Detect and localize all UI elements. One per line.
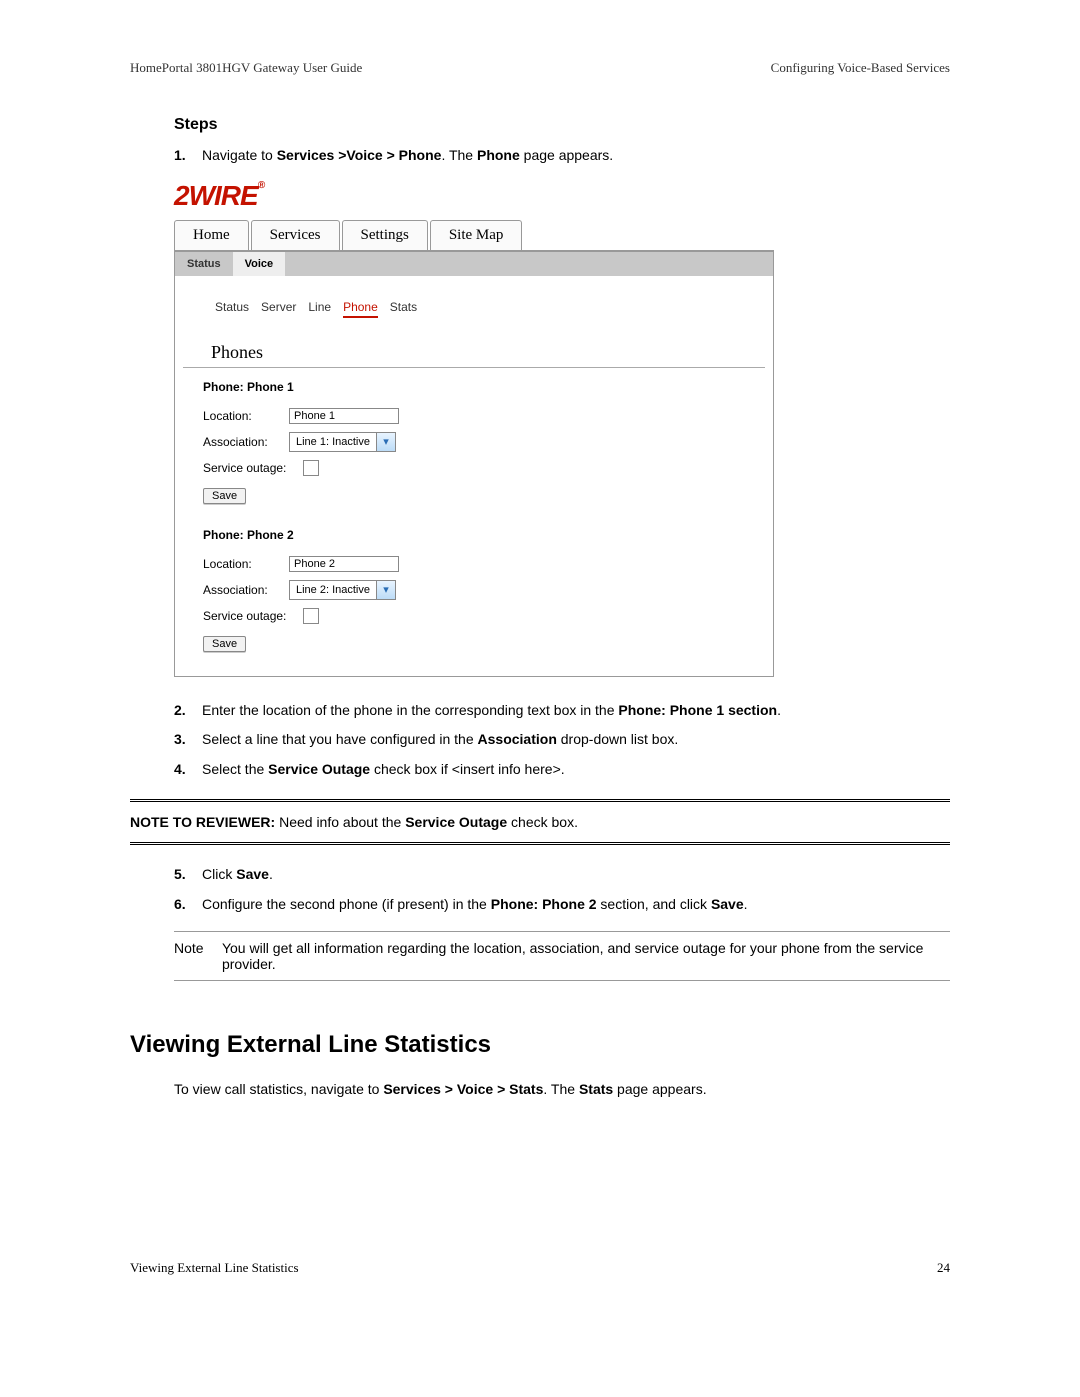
phone2-location-label: Location: [203,557,289,571]
step-text: Enter the location of the phone in the c… [202,701,781,721]
doc-title-right: Configuring Voice-Based Services [771,60,950,76]
tab-sitemap[interactable]: Site Map [430,220,523,250]
step-number: 4. [174,760,202,780]
doc-title-left: HomePortal 3801HGV Gateway User Guide [130,60,362,76]
phone1-location-input[interactable]: Phone 1 [289,408,399,424]
steps-heading: Steps [174,116,950,134]
phone2-assoc-label: Association: [203,583,289,597]
subtab-status[interactable]: Status [175,252,233,276]
tab-home[interactable]: Home [174,220,249,250]
body-paragraph: To view call statistics, navigate to Ser… [174,1079,950,1100]
phone2-save-button[interactable]: Save [203,636,246,652]
step-text: Configure the second phone (if present) … [202,895,748,915]
note-label: Note [174,940,222,972]
phone2-outage-label: Service outage: [203,609,303,623]
tab-services[interactable]: Services [251,220,340,250]
phone1-title: Phone: Phone 1 [203,380,745,394]
phone2-title: Phone: Phone 2 [203,528,745,542]
phone1-assoc-label: Association: [203,435,289,449]
section-heading: Viewing External Line Statistics [130,1031,950,1059]
subnav-status[interactable]: Status [215,300,249,318]
phone1-location-label: Location: [203,409,289,423]
embedded-screenshot: 2WIRE® Home Services Settings Site Map S… [174,180,774,677]
tab-settings[interactable]: Settings [342,220,428,250]
chevron-down-icon: ▾ [376,433,395,451]
phone2-outage-checkbox[interactable] [303,608,319,624]
step-number: 6. [174,895,202,915]
subtab-voice[interactable]: Voice [233,252,286,276]
phone2-assoc-select[interactable]: Line 2: Inactive ▾ [289,580,396,600]
step-number: 3. [174,730,202,750]
step-number: 5. [174,865,202,885]
subnav-line[interactable]: Line [308,300,331,318]
chevron-down-icon: ▾ [376,581,395,599]
step-number: 2. [174,701,202,721]
step-text: Select a line that you have configured i… [202,730,678,750]
phone1-outage-checkbox[interactable] [303,460,319,476]
phone2-location-input[interactable]: Phone 2 [289,556,399,572]
step-text: Select the Service Outage check box if <… [202,760,565,780]
step-text: Navigate to Services >Voice > Phone. The… [202,146,613,166]
subnav-stats[interactable]: Stats [390,300,417,318]
reviewer-note: NOTE TO REVIEWER: Need info about the Se… [130,812,950,832]
subnav-phone[interactable]: Phone [343,300,378,318]
phone1-assoc-select[interactable]: Line 1: Inactive ▾ [289,432,396,452]
phone1-save-button[interactable]: Save [203,488,246,504]
footer-left: Viewing External Line Statistics [130,1260,299,1276]
brand-logo: 2WIRE® [174,180,774,212]
section-title: Phones [183,324,765,368]
subnav-server[interactable]: Server [261,300,296,318]
phone1-outage-label: Service outage: [203,461,303,475]
page-number: 24 [937,1260,950,1276]
note-text: You will get all information regarding t… [222,940,950,972]
step-number: 1. [174,146,202,166]
step-text: Click Save. [202,865,273,885]
